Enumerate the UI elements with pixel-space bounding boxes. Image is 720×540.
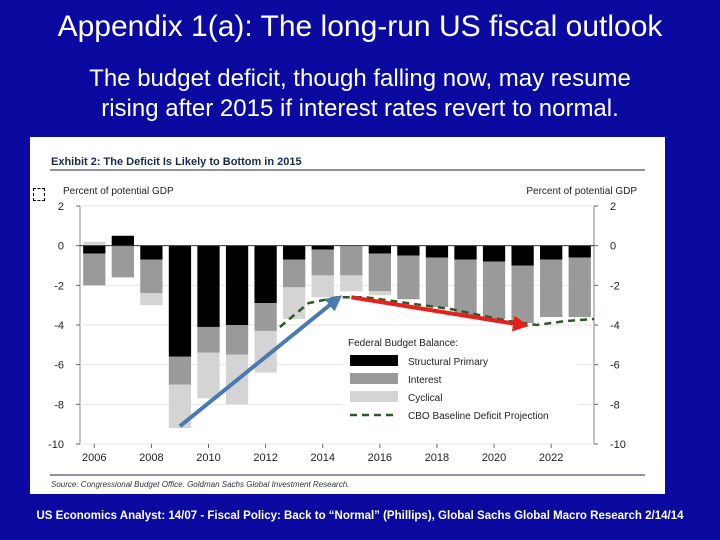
bar-structural-primary	[197, 245, 220, 327]
bar-interest	[83, 253, 106, 286]
legend: Federal Budget Balance: Structural Primar…	[342, 333, 578, 427]
bar-structural-primary	[311, 245, 334, 250]
bar-structural-primary	[568, 245, 591, 258]
x-tick-label: 2014	[310, 452, 334, 464]
bar-cyclical	[168, 384, 192, 429]
bar-structural-primary	[225, 245, 249, 325]
y-tick-label-right: -2	[610, 280, 620, 292]
bar-cyclical	[197, 352, 220, 399]
bar-interest	[540, 259, 563, 318]
bar-interest	[397, 255, 420, 300]
chart-header-band	[30, 137, 665, 180]
legend-swatch-1	[350, 373, 398, 384]
bar-interest	[225, 325, 249, 355]
bar-interest	[368, 253, 391, 292]
slide-subtitle: The budget deficit, though falling now, …	[20, 64, 700, 124]
deficit-chart: Exhibit 2: The Deficit Is Likely to Bott…	[30, 137, 665, 489]
bar-interest	[197, 326, 220, 353]
x-tick-label: 2008	[139, 452, 163, 464]
x-tick-label: 2020	[482, 452, 506, 464]
blue-arrow	[178, 295, 342, 428]
y-tick-label-left: -2	[54, 280, 64, 292]
bar-structural-primary	[111, 235, 134, 246]
bar-cyclical	[340, 275, 363, 292]
y-tick-label-left: -6	[54, 360, 64, 372]
checkbox-icon	[33, 188, 45, 201]
legend-item-label: Cyclical	[408, 393, 442, 404]
bar-structural-primary	[368, 245, 391, 254]
legend-swatch-0	[350, 355, 398, 366]
chart-panel: Exhibit 2: The Deficit Is Likely to Bott…	[30, 137, 665, 494]
x-tick-label: 2010	[196, 452, 220, 464]
bar-cyclical	[311, 275, 334, 298]
bar-interest	[254, 303, 277, 331]
bar-structural-primary	[254, 245, 277, 304]
bar-structural-primary	[540, 245, 563, 260]
y-tick-label-right: 0	[610, 241, 616, 253]
bar-structural-primary	[140, 245, 163, 260]
bar-structural-primary	[425, 245, 449, 258]
bar-cyclical	[368, 291, 391, 296]
y-tick-label-right: -8	[610, 399, 620, 411]
y-tick-label-left: 0	[58, 241, 64, 253]
x-tick-label: 2022	[539, 452, 563, 464]
y-tick-label-right: -4	[610, 320, 620, 332]
x-tick-label: 2016	[368, 452, 392, 464]
subtitle-line-2: rising after 2015 if interest rates reve…	[101, 95, 619, 122]
bar-structural-primary	[83, 245, 106, 254]
bar-cyclical	[283, 287, 306, 320]
y-tick-label-left: -8	[54, 399, 64, 411]
legend-title: Federal Budget Balance:	[348, 338, 458, 349]
y-tick-label-left: -10	[48, 439, 64, 451]
slide-title: Appendix 1(a): The long-run US fiscal ou…	[57, 10, 663, 43]
x-tick-label: 2012	[253, 452, 277, 464]
y-tick-label-left: 2	[58, 201, 64, 213]
bar-interest	[168, 356, 192, 385]
bar-structural-primary	[511, 245, 534, 266]
bar-interest-positive	[83, 241, 106, 246]
bar-structural-primary	[482, 245, 506, 262]
bar-interest	[425, 257, 449, 308]
x-tick-label: 2006	[82, 452, 106, 464]
right-axis-label: Percent of potential GDP	[526, 186, 637, 197]
bar-structural-primary	[283, 245, 306, 260]
bar-interest	[454, 259, 477, 316]
legend-item-label: Structural Primary	[408, 357, 488, 368]
bar-interest	[511, 265, 534, 324]
y-tick-label-right: 2	[610, 201, 616, 213]
subtitle-line-1: The budget deficit, though falling now, …	[89, 65, 631, 92]
bar-interest	[340, 245, 363, 276]
bar-interest	[482, 261, 506, 320]
bar-interest	[568, 257, 591, 318]
footer-citation: US Economics Analyst: 14/07 - Fiscal Pol…	[36, 510, 684, 522]
y-tick-label-right: -10	[610, 439, 626, 451]
red-arrow	[350, 295, 529, 332]
chart-source: Source: Congressional Budget Office. Gol…	[51, 480, 349, 489]
legend-item-label: Interest	[408, 375, 442, 386]
bar-interest	[311, 249, 334, 276]
left-axis-label: Percent of potential GDP	[63, 186, 174, 197]
chart-title: Exhibit 2: The Deficit Is Likely to Bott…	[51, 156, 302, 168]
legend-item-label: CBO Baseline Deficit Projection	[408, 411, 549, 422]
bar-structural-primary	[454, 245, 477, 260]
bar-interest	[283, 259, 306, 288]
y-tick-label-right: -6	[610, 360, 620, 372]
bar-structural-primary	[168, 245, 192, 357]
x-tick-label: 2018	[425, 452, 449, 464]
bar-cyclical	[140, 293, 163, 306]
bar-structural-primary	[397, 245, 420, 256]
y-tick-label-left: -4	[54, 320, 64, 332]
legend-swatch-2	[350, 391, 398, 402]
bar-interest	[140, 259, 163, 294]
bar-interest	[111, 245, 134, 278]
